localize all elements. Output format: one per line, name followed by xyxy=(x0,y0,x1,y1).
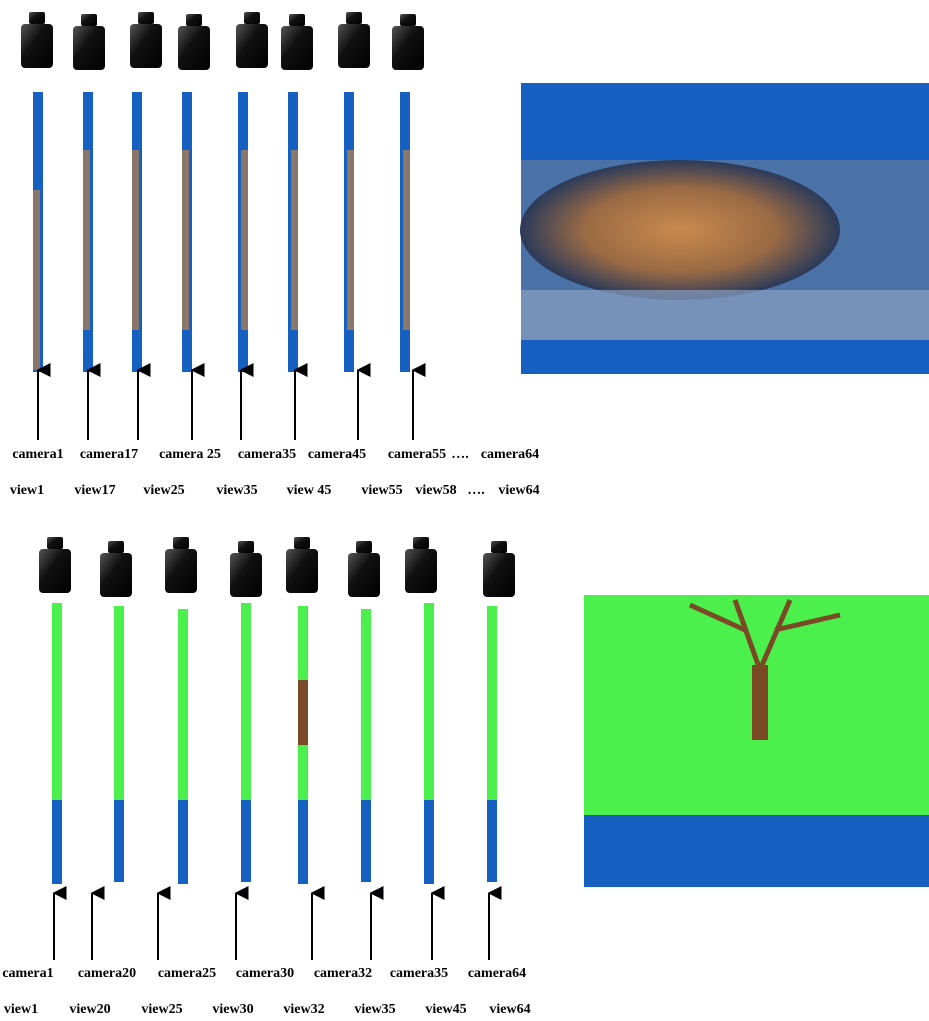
view-strip-blue xyxy=(241,800,251,882)
view-strip-blue xyxy=(361,800,371,882)
view-strip-green xyxy=(361,609,371,800)
camera-label: …. xyxy=(451,447,469,462)
camera-label: camera25 xyxy=(158,966,216,981)
camera-top xyxy=(186,14,202,26)
camera-body xyxy=(483,553,515,597)
camera-label: camera1 xyxy=(12,447,63,462)
camera-body xyxy=(348,553,380,597)
camera-top xyxy=(81,14,97,26)
view-label: view55 xyxy=(361,483,402,498)
camera-body xyxy=(73,26,105,70)
view-strip-blue xyxy=(114,800,124,882)
camera-label: camera35 xyxy=(390,966,448,981)
camera-label: camera30 xyxy=(236,966,294,981)
view-label: …. xyxy=(467,483,485,498)
view-label: view 45 xyxy=(287,483,332,498)
figure: camera1 camera17 camera 25 camera35 camera45… xyxy=(0,0,929,1021)
view-strip-blue xyxy=(424,800,434,884)
camera-label: camera64 xyxy=(468,966,526,981)
camera-top xyxy=(29,12,45,24)
view-strip-object xyxy=(403,150,410,330)
camera-top xyxy=(244,12,260,24)
camera-body xyxy=(39,549,71,593)
view-label: view35 xyxy=(216,483,257,498)
view-label: view64 xyxy=(498,483,539,498)
view-strip-green xyxy=(424,603,434,800)
view-strip-object xyxy=(33,190,40,370)
camera-body xyxy=(338,24,370,68)
camera-label: camera1 xyxy=(2,966,53,981)
camera-top xyxy=(238,541,254,553)
view-strip-green xyxy=(114,606,124,800)
view-label: view20 xyxy=(69,1002,110,1017)
camera-body xyxy=(392,26,424,70)
view-strip-object xyxy=(83,150,90,330)
view-label: view1 xyxy=(10,483,44,498)
view-strip-blue xyxy=(487,800,497,882)
view-strip-blue xyxy=(52,800,62,884)
camera-top xyxy=(346,12,362,24)
camera-top xyxy=(289,14,305,26)
view-strip-object xyxy=(291,150,298,330)
view-label: view35 xyxy=(354,1002,395,1017)
camera-top xyxy=(413,537,429,549)
view-label: view32 xyxy=(283,1002,324,1017)
camera-body xyxy=(178,26,210,70)
view-label: view30 xyxy=(212,1002,253,1017)
camera-top xyxy=(294,537,310,549)
camera-body xyxy=(21,24,53,68)
view-strip-object xyxy=(132,150,139,330)
camera-top xyxy=(400,14,416,26)
camera-top xyxy=(47,537,63,549)
camera-label: camera17 xyxy=(80,447,138,462)
camera-body xyxy=(230,553,262,597)
camera-top xyxy=(356,541,372,553)
view-strip-object xyxy=(182,150,189,330)
view-strip-blue xyxy=(298,800,308,884)
camera-body xyxy=(281,26,313,70)
camera-top xyxy=(173,537,189,549)
view-strip-trunk xyxy=(298,680,308,745)
view-label: view64 xyxy=(489,1002,530,1017)
camera-label: camera55 xyxy=(388,447,446,462)
camera-label: camera64 xyxy=(481,447,539,462)
view-strip-object xyxy=(347,150,354,330)
camera-body xyxy=(236,24,268,68)
camera-label: camera35 xyxy=(238,447,296,462)
view-strip-green xyxy=(241,603,251,800)
view-strip-green xyxy=(52,603,62,800)
view-strip-blue xyxy=(178,800,188,884)
view-label: view45 xyxy=(425,1002,466,1017)
view-strip-green xyxy=(487,606,497,800)
camera-label: camera20 xyxy=(78,966,136,981)
view-strip-object xyxy=(241,150,248,330)
camera-top xyxy=(138,12,154,24)
camera-top xyxy=(108,541,124,553)
camera-body xyxy=(286,549,318,593)
camera-body xyxy=(165,549,197,593)
view-label: view25 xyxy=(141,1002,182,1017)
car-composite xyxy=(520,83,929,374)
view-label: view17 xyxy=(74,483,115,498)
camera-body xyxy=(130,24,162,68)
tree-composite xyxy=(584,595,929,887)
view-strip-green xyxy=(178,609,188,800)
camera-label: camera45 xyxy=(308,447,366,462)
view-label: view1 xyxy=(4,1002,38,1017)
view-label: view58 xyxy=(415,483,456,498)
camera-body xyxy=(405,549,437,593)
camera-label: camera 25 xyxy=(159,447,221,462)
camera-body xyxy=(100,553,132,597)
view-label: view25 xyxy=(143,483,184,498)
camera-top xyxy=(491,541,507,553)
camera-label: camera32 xyxy=(314,966,372,981)
